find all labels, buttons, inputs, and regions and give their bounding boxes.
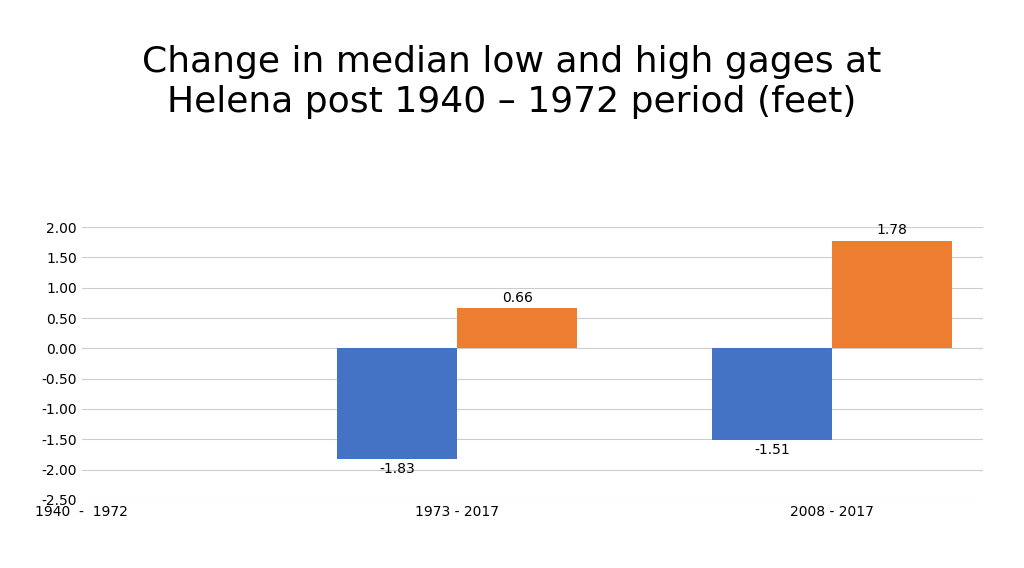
Text: Change in median low and high gages at
Helena post 1940 – 1972 period (feet): Change in median low and high gages at H… bbox=[142, 45, 882, 119]
Text: 1.78: 1.78 bbox=[877, 223, 907, 237]
Bar bbox=[337, 348, 457, 460]
Text: -1.51: -1.51 bbox=[755, 443, 791, 457]
Text: 0.66: 0.66 bbox=[502, 291, 532, 306]
Bar bbox=[833, 240, 952, 348]
Text: -1.83: -1.83 bbox=[379, 462, 415, 477]
Bar bbox=[712, 348, 833, 440]
Bar bbox=[457, 308, 578, 348]
Legend: Low Gage, High Gage: Low Gage, High Gage bbox=[403, 567, 662, 568]
